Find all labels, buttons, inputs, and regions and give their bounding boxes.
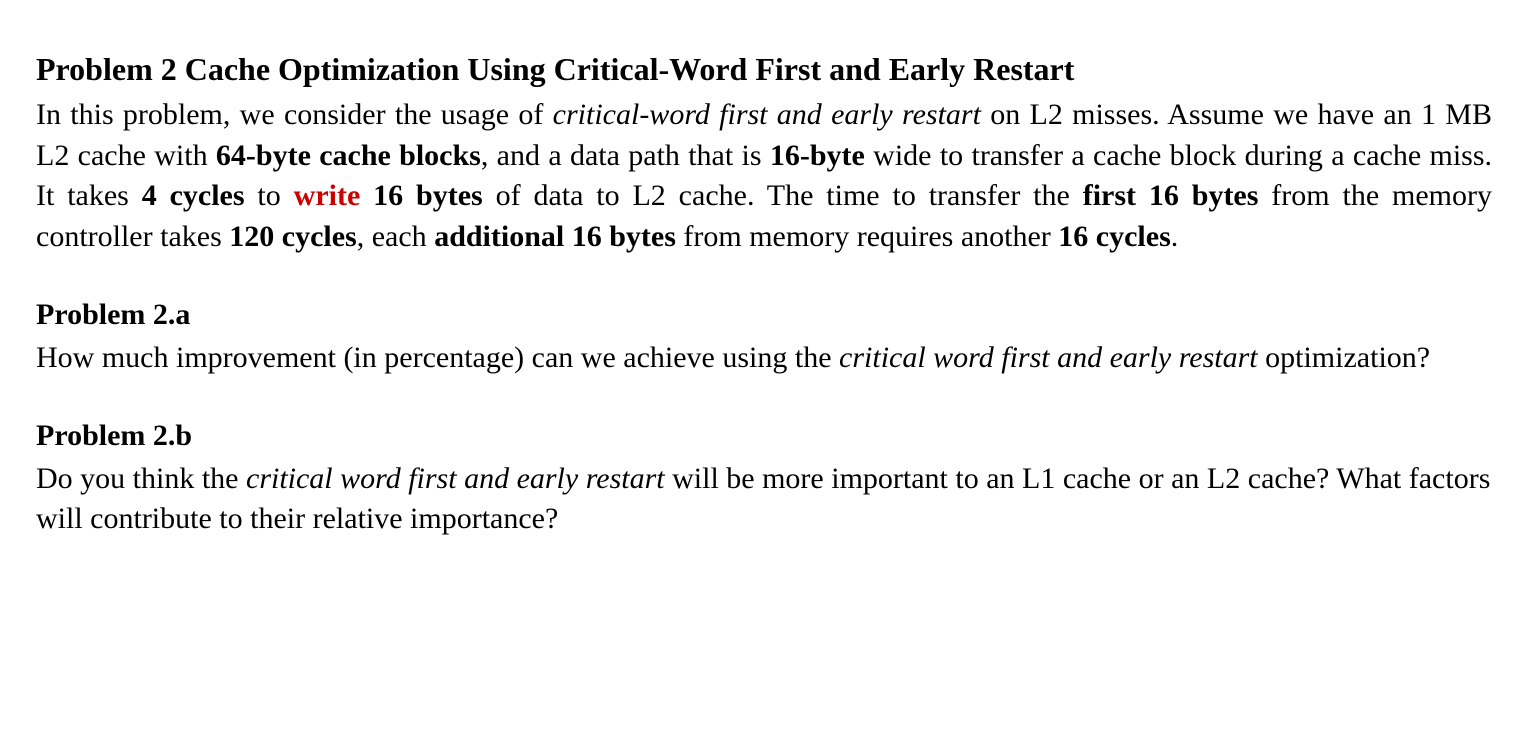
intro-first-cycles: 120 cycles bbox=[229, 220, 356, 253]
intro-text bbox=[360, 179, 373, 212]
intro-write-bytes: 16 bytes bbox=[373, 179, 483, 212]
intro-write-keyword: write bbox=[294, 179, 361, 212]
p2a-term-critical-word: critical word first and early restart bbox=[839, 341, 1258, 374]
intro-text: to bbox=[245, 179, 294, 212]
intro-text: . bbox=[1171, 220, 1179, 253]
p2a-text: optimization? bbox=[1258, 341, 1430, 374]
intro-text: , and a data path that is bbox=[481, 139, 770, 172]
problem-intro: In this problem, we consider the usage o… bbox=[36, 95, 1492, 257]
p2a-text: How much improvement (in percentage) can… bbox=[36, 341, 839, 374]
problem-2a-body: How much improvement (in percentage) can… bbox=[36, 338, 1492, 379]
problem-2b-heading: Problem 2.b bbox=[36, 416, 1492, 457]
intro-additional-cycles: 16 cycles bbox=[1058, 220, 1170, 253]
intro-write-cycles: 4 cycles bbox=[142, 179, 245, 212]
p2b-text: Do you think the bbox=[36, 462, 246, 495]
intro-text: of data to L2 cache. The time to transfe… bbox=[483, 179, 1083, 212]
problem-2b-body: Do you think the critical word first and… bbox=[36, 459, 1492, 540]
intro-text: from memory requires another bbox=[676, 220, 1058, 253]
problem-2a-heading: Problem 2.a bbox=[36, 295, 1492, 336]
intro-block-size: 64-byte cache blocks bbox=[216, 139, 481, 172]
intro-text: , each bbox=[357, 220, 434, 253]
intro-text: In this problem, we consider the usage o… bbox=[36, 98, 553, 131]
intro-term-critical-word: critical-word first and early restart bbox=[553, 98, 981, 131]
problem-title: Problem 2 Cache Optimization Using Criti… bbox=[36, 48, 1492, 91]
p2b-term-critical-word: critical word first and early restart bbox=[246, 462, 665, 495]
intro-datapath-width: 16-byte bbox=[770, 139, 865, 172]
intro-additional-bytes: additional 16 bytes bbox=[434, 220, 676, 253]
intro-first-bytes: first 16 bytes bbox=[1083, 179, 1259, 212]
